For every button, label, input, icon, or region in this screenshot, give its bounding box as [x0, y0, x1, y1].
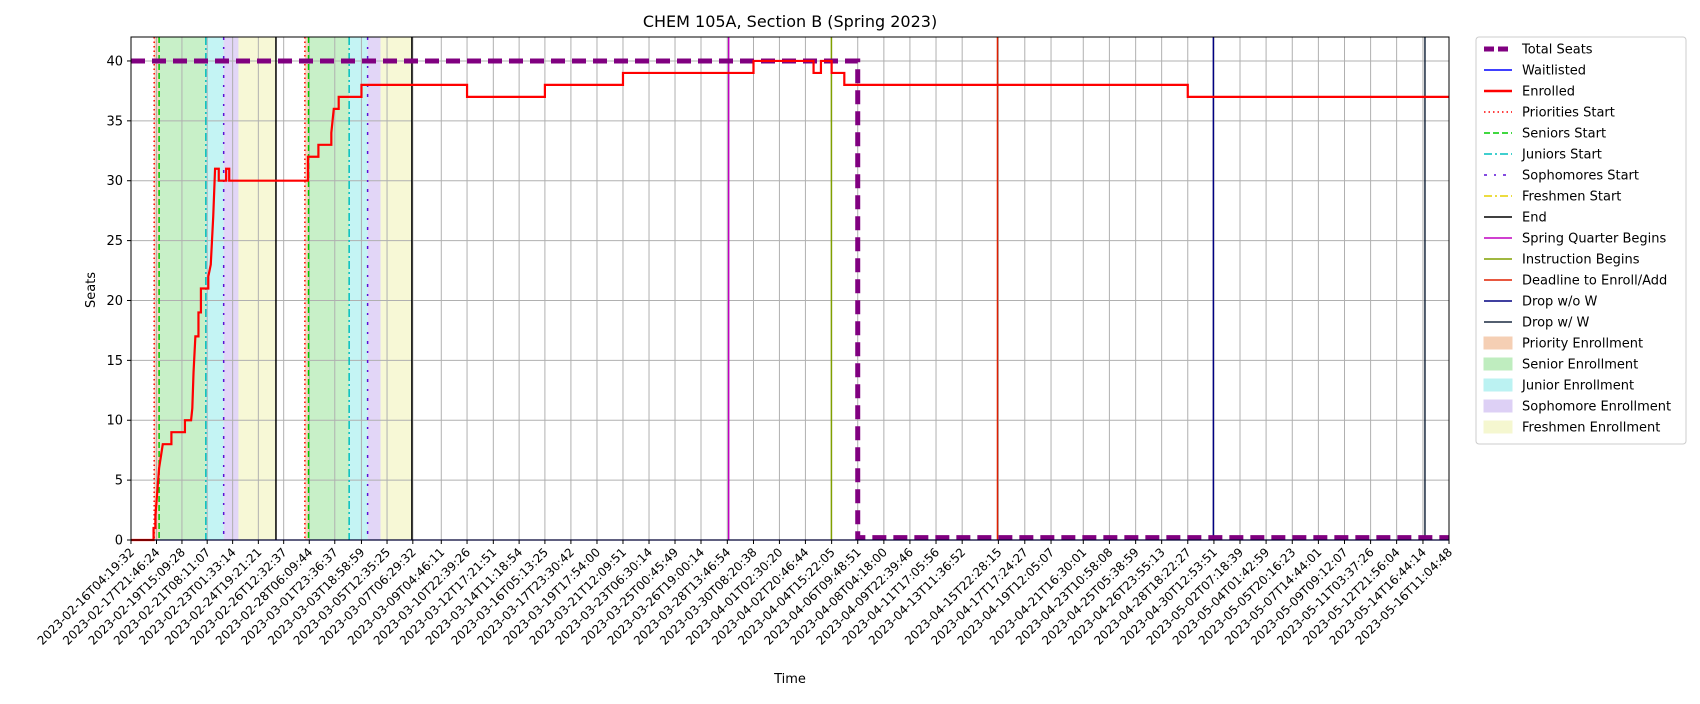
- legend-label: Freshmen Start: [1522, 190, 1621, 205]
- legend-item-waitlisted: Waitlisted: [1484, 64, 1586, 79]
- legend-item-instruction-begins: Instruction Begins: [1484, 253, 1640, 268]
- legend-item-spring-quarter-begins: Spring Quarter Begins: [1484, 232, 1666, 247]
- legend-swatch: [1483, 378, 1513, 392]
- legend-item-freshmen-enrollment: Freshmen Enrollment: [1483, 420, 1660, 436]
- enrolled-series: [131, 59, 1449, 542]
- legend-swatch: [1483, 399, 1513, 413]
- x-axis-label: Time: [773, 672, 806, 687]
- legend-item-enrolled: Enrolled: [1484, 85, 1575, 100]
- legend-item-deadline-to-enroll-add: Deadline to Enroll/Add: [1484, 274, 1667, 289]
- legend-item-drop-w-w: Drop w/ W: [1484, 316, 1590, 331]
- legend: Total Seats Waitlisted Enrolled Priorities …: [1475, 36, 1687, 445]
- legend-item-freshmen-start: Freshmen Start: [1484, 190, 1621, 205]
- x-axis: 2023-02-16T04:19:322023-02-17T21:46:2420…: [35, 540, 1455, 648]
- legend-swatch: [1483, 336, 1513, 350]
- y-axis-label: Seats: [84, 272, 99, 308]
- legend-box: [1475, 36, 1687, 445]
- senior-enrollment-span: [308, 37, 350, 540]
- sophomore-enrollment-span: [223, 37, 239, 540]
- legend-item-end: End: [1484, 211, 1547, 226]
- y-tick-label: 30: [106, 174, 123, 189]
- legend-label: Total Seats: [1521, 43, 1593, 58]
- y-tick-label: 25: [106, 234, 123, 249]
- legend-label: Priorities Start: [1522, 106, 1615, 121]
- legend-label: Waitlisted: [1522, 64, 1586, 79]
- legend-label: Sophomores Start: [1522, 169, 1639, 184]
- junior-enrollment-span: [349, 37, 368, 540]
- priority-enrollment-span: [304, 37, 309, 540]
- legend-label: Drop w/o W: [1522, 295, 1598, 310]
- legend-swatch: [1483, 420, 1513, 434]
- legend-label: Enrolled: [1522, 85, 1575, 100]
- legend-label: Deadline to Enroll/Add: [1522, 274, 1667, 289]
- legend-label: Drop w/ W: [1522, 316, 1590, 331]
- legend-label: Senior Enrollment: [1522, 358, 1638, 373]
- y-tick-label: 10: [106, 414, 123, 429]
- total-seats-series: [131, 58, 1449, 541]
- enrollment-period-spans: [154, 37, 412, 540]
- sophomore-enrollment-span: [367, 37, 381, 540]
- y-tick-label: 40: [106, 54, 123, 69]
- legend-item-juniors-start: Juniors Start: [1484, 148, 1602, 163]
- y-tick-label: 15: [106, 354, 123, 369]
- legend-label: End: [1522, 211, 1547, 226]
- legend-item-sophomores-start: Sophomores Start: [1484, 169, 1639, 184]
- legend-item-total-seats: Total Seats: [1484, 43, 1593, 58]
- legend-label: Freshmen Enrollment: [1522, 421, 1660, 436]
- y-tick-label: 0: [115, 534, 123, 549]
- y-tick-label: 5: [115, 474, 123, 489]
- y-tick-label: 35: [106, 114, 123, 129]
- legend-label: Seniors Start: [1522, 127, 1606, 142]
- y-axis: 0 5 10 15 20 25 30 35 40: [106, 54, 131, 549]
- legend-swatch: [1483, 357, 1513, 371]
- legend-label: Spring Quarter Begins: [1522, 232, 1666, 247]
- legend-item-senior-enrollment: Senior Enrollment: [1483, 357, 1638, 373]
- y-tick-label: 20: [106, 294, 123, 309]
- freshmen-enrollment-span: [380, 37, 412, 540]
- legend-item-seniors-start: Seniors Start: [1484, 127, 1606, 142]
- legend-label: Instruction Begins: [1522, 253, 1640, 268]
- legend-label: Sophomore Enrollment: [1522, 400, 1671, 415]
- legend-label: Juniors Start: [1521, 148, 1602, 163]
- legend-label: Priority Enrollment: [1522, 337, 1643, 352]
- chart-title: CHEM 105A, Section B (Spring 2023): [643, 12, 937, 31]
- legend-item-junior-enrollment: Junior Enrollment: [1483, 378, 1634, 394]
- legend-label: Junior Enrollment: [1521, 379, 1634, 394]
- senior-enrollment-span: [159, 37, 206, 540]
- legend-item-drop-w-o-w: Drop w/o W: [1484, 295, 1598, 310]
- freshmen-enrollment-span: [238, 37, 276, 540]
- junior-enrollment-span: [205, 37, 224, 540]
- plot-frame: [130, 36, 1450, 541]
- grid-lines: [130, 37, 1450, 541]
- legend-item-priorities-start: Priorities Start: [1484, 106, 1615, 121]
- legend-item-priority-enrollment: Priority Enrollment: [1483, 336, 1643, 352]
- legend-item-sophomore-enrollment: Sophomore Enrollment: [1483, 399, 1671, 415]
